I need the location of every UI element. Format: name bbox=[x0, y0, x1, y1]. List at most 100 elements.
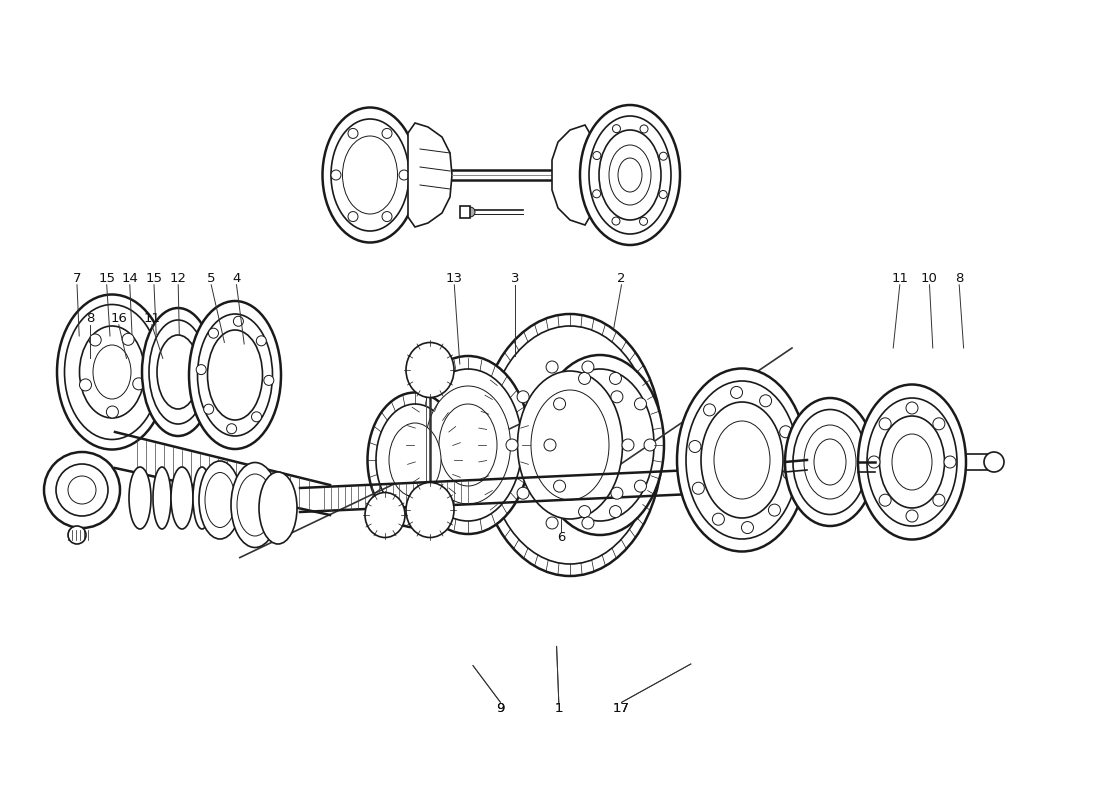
Ellipse shape bbox=[68, 526, 86, 544]
Circle shape bbox=[399, 170, 409, 180]
Ellipse shape bbox=[701, 402, 783, 518]
Polygon shape bbox=[460, 206, 470, 218]
Circle shape bbox=[879, 418, 891, 430]
Ellipse shape bbox=[79, 326, 144, 418]
Ellipse shape bbox=[588, 116, 671, 234]
Circle shape bbox=[621, 439, 634, 451]
Ellipse shape bbox=[322, 107, 418, 242]
Text: 3: 3 bbox=[510, 272, 519, 285]
Ellipse shape bbox=[686, 381, 798, 539]
Circle shape bbox=[256, 336, 266, 346]
Text: 15: 15 bbox=[145, 272, 163, 285]
Ellipse shape bbox=[65, 305, 160, 439]
Circle shape bbox=[264, 375, 274, 386]
Circle shape bbox=[517, 487, 529, 499]
Ellipse shape bbox=[406, 356, 530, 534]
Ellipse shape bbox=[439, 404, 497, 486]
Ellipse shape bbox=[880, 416, 945, 508]
Circle shape bbox=[252, 412, 262, 422]
Circle shape bbox=[635, 480, 647, 492]
Circle shape bbox=[713, 514, 725, 526]
Ellipse shape bbox=[517, 371, 623, 519]
Circle shape bbox=[517, 391, 529, 403]
Ellipse shape bbox=[365, 493, 405, 538]
Circle shape bbox=[610, 487, 623, 499]
Text: 8: 8 bbox=[86, 312, 95, 325]
Circle shape bbox=[613, 125, 620, 133]
Ellipse shape bbox=[600, 130, 661, 220]
Ellipse shape bbox=[814, 439, 846, 485]
Circle shape bbox=[879, 494, 891, 506]
Text: 4: 4 bbox=[232, 272, 241, 285]
Circle shape bbox=[933, 418, 945, 430]
Circle shape bbox=[635, 398, 647, 410]
Circle shape bbox=[79, 379, 91, 391]
Ellipse shape bbox=[205, 473, 235, 527]
Text: 6: 6 bbox=[557, 531, 565, 544]
Circle shape bbox=[944, 456, 956, 468]
Ellipse shape bbox=[157, 335, 199, 409]
Circle shape bbox=[906, 510, 918, 522]
Ellipse shape bbox=[389, 423, 441, 497]
Circle shape bbox=[233, 316, 243, 326]
Ellipse shape bbox=[148, 320, 207, 424]
Ellipse shape bbox=[236, 474, 273, 536]
Circle shape bbox=[780, 426, 792, 438]
Text: 9: 9 bbox=[496, 702, 505, 714]
Circle shape bbox=[382, 129, 392, 138]
Ellipse shape bbox=[892, 434, 932, 490]
Text: 5: 5 bbox=[207, 272, 216, 285]
Circle shape bbox=[331, 170, 341, 180]
Circle shape bbox=[644, 439, 656, 451]
Circle shape bbox=[133, 378, 145, 390]
Ellipse shape bbox=[406, 482, 454, 538]
Ellipse shape bbox=[231, 462, 279, 547]
Circle shape bbox=[348, 211, 358, 222]
Text: 10: 10 bbox=[921, 272, 938, 285]
Ellipse shape bbox=[406, 342, 454, 398]
Circle shape bbox=[610, 391, 623, 403]
Ellipse shape bbox=[793, 410, 867, 514]
Ellipse shape bbox=[609, 145, 651, 205]
Text: 1: 1 bbox=[554, 702, 563, 714]
Ellipse shape bbox=[676, 369, 807, 551]
Ellipse shape bbox=[170, 467, 192, 529]
Text: 16: 16 bbox=[110, 312, 128, 325]
Circle shape bbox=[209, 328, 219, 338]
Circle shape bbox=[579, 373, 591, 385]
Polygon shape bbox=[408, 123, 452, 227]
Text: 12: 12 bbox=[169, 272, 187, 285]
Text: 11: 11 bbox=[891, 272, 909, 285]
Text: 14: 14 bbox=[121, 272, 139, 285]
Circle shape bbox=[506, 439, 518, 451]
Text: 7: 7 bbox=[73, 272, 81, 285]
Text: 13: 13 bbox=[446, 272, 463, 285]
Ellipse shape bbox=[367, 393, 462, 527]
Ellipse shape bbox=[57, 294, 167, 450]
Circle shape bbox=[582, 517, 594, 529]
Text: 9: 9 bbox=[496, 702, 505, 714]
Circle shape bbox=[579, 506, 591, 518]
Circle shape bbox=[612, 217, 620, 225]
Circle shape bbox=[741, 522, 754, 534]
Ellipse shape bbox=[258, 472, 297, 544]
Circle shape bbox=[760, 394, 771, 406]
Circle shape bbox=[769, 504, 781, 516]
Circle shape bbox=[933, 494, 945, 506]
Circle shape bbox=[89, 334, 101, 346]
Ellipse shape bbox=[94, 345, 131, 399]
Ellipse shape bbox=[714, 421, 770, 499]
Text: 11: 11 bbox=[143, 312, 161, 325]
Circle shape bbox=[659, 152, 668, 160]
Circle shape bbox=[546, 361, 558, 373]
Circle shape bbox=[639, 218, 648, 226]
Ellipse shape bbox=[536, 355, 664, 535]
Ellipse shape bbox=[858, 385, 966, 539]
Circle shape bbox=[582, 361, 594, 373]
Circle shape bbox=[196, 365, 206, 374]
Ellipse shape bbox=[546, 369, 654, 521]
Circle shape bbox=[609, 373, 622, 385]
Ellipse shape bbox=[580, 105, 680, 245]
Circle shape bbox=[107, 406, 119, 418]
Ellipse shape bbox=[198, 314, 273, 436]
